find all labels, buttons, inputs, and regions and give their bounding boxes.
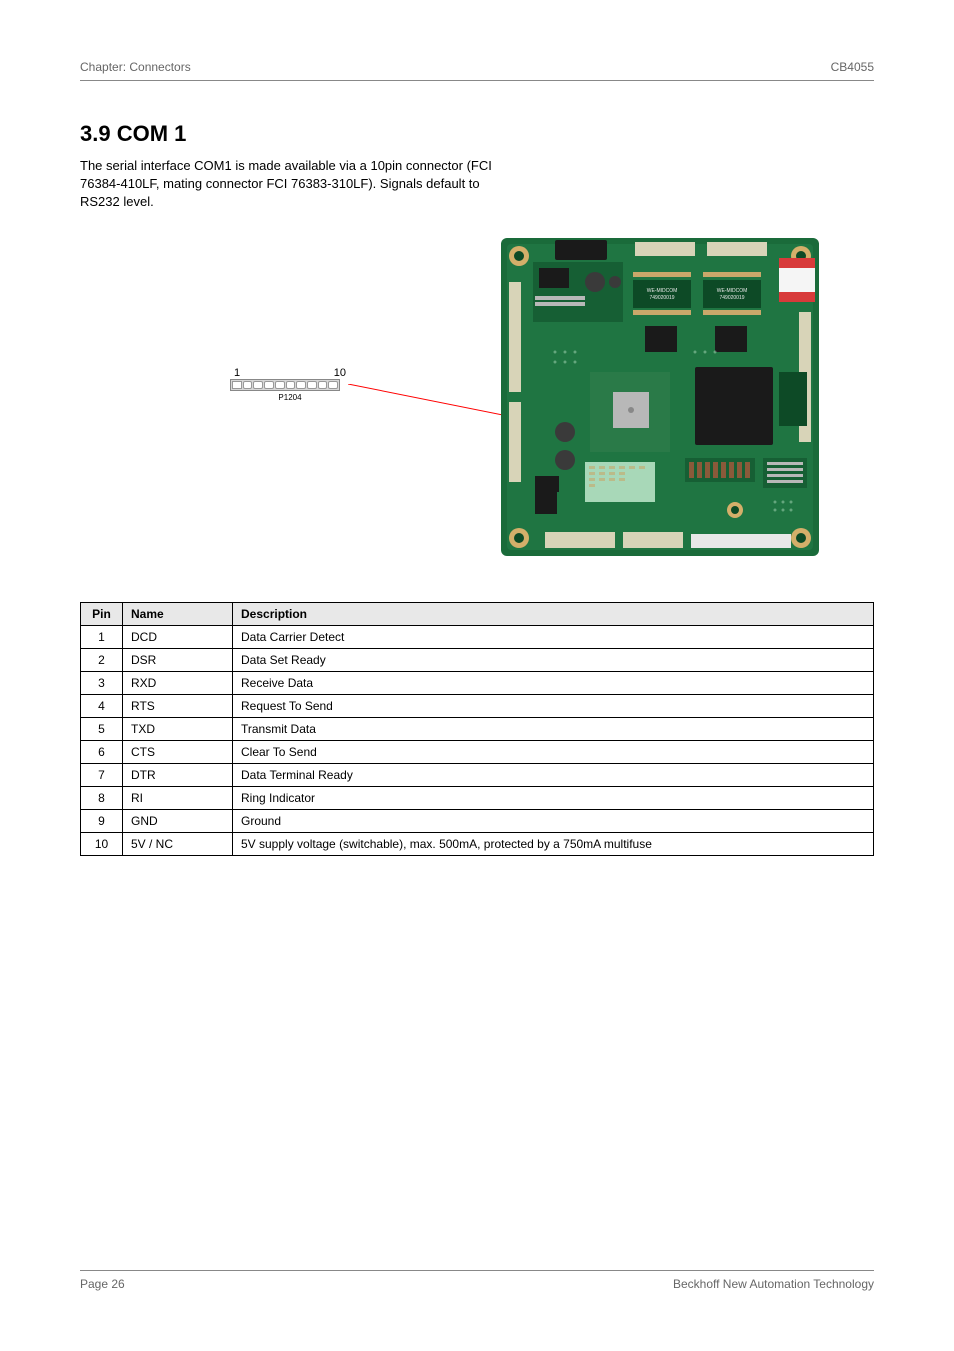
cell-name: 5V / NC [123, 832, 233, 855]
table-row: 9GNDGround [81, 809, 874, 832]
pin-hole [275, 381, 285, 389]
cell-desc: Data Terminal Ready [233, 763, 874, 786]
pin-hole [264, 381, 274, 389]
table-row: 1DCDData Carrier Detect [81, 625, 874, 648]
connector-ref: P1204 [230, 393, 350, 402]
cell-desc: Ground [233, 809, 874, 832]
table-row: 3RXDReceive Data [81, 671, 874, 694]
cell-pin: 9 [81, 809, 123, 832]
pinout-table: Pin Name Description 1DCDData Carrier De… [80, 602, 874, 856]
pin-end-label: 10 [334, 367, 346, 379]
pin-hole [296, 381, 306, 389]
cell-pin: 7 [81, 763, 123, 786]
footer-right: Beckhoff New Automation Technology [673, 1277, 874, 1291]
pin-hole [318, 381, 328, 389]
cell-name: RTS [123, 694, 233, 717]
cell-pin: 8 [81, 786, 123, 809]
cell-desc: Ring Indicator [233, 786, 874, 809]
cell-desc: Receive Data [233, 671, 874, 694]
pin-hole [307, 381, 317, 389]
cell-desc: Transmit Data [233, 717, 874, 740]
cell-desc: Request To Send [233, 694, 874, 717]
page-footer: Page 26 Beckhoff New Automation Technolo… [80, 1270, 874, 1291]
cell-name: DCD [123, 625, 233, 648]
cell-pin: 4 [81, 694, 123, 717]
table-row: 7DTRData Terminal Ready [81, 763, 874, 786]
cell-desc: Clear To Send [233, 740, 874, 763]
cell-name: RXD [123, 671, 233, 694]
pin-strip [230, 379, 340, 391]
cell-name: DTR [123, 763, 233, 786]
pcb-board-image: WE-MIDCOM 749020019 WE-MIDCOM 749020019 [495, 232, 825, 562]
cell-pin: 1 [81, 625, 123, 648]
header-left: Chapter: Connectors [80, 60, 191, 74]
pin-hole [243, 381, 253, 389]
cell-pin: 2 [81, 648, 123, 671]
connector-diagram: 1 10 P1204 [230, 367, 350, 402]
th-desc: Description [233, 602, 874, 625]
table-row: 2DSRData Set Ready [81, 648, 874, 671]
cell-pin: 5 [81, 717, 123, 740]
footer-left: Page 26 [80, 1277, 125, 1291]
header-rule [80, 80, 874, 81]
header-right: CB4055 [831, 60, 874, 74]
svg-text:749020019: 749020019 [649, 295, 674, 301]
cell-desc: Data Carrier Detect [233, 625, 874, 648]
table-row: 4RTSRequest To Send [81, 694, 874, 717]
figure-row: 1 10 P1204 [80, 232, 874, 562]
cell-pin: 3 [81, 671, 123, 694]
pin-hole [232, 381, 242, 389]
section-description: The serial interface COM1 is made availa… [80, 157, 520, 212]
pin-hole [328, 381, 338, 389]
table-row: 8RIRing Indicator [81, 786, 874, 809]
svg-text:749020019: 749020019 [719, 295, 744, 301]
cell-pin: 10 [81, 832, 123, 855]
cell-desc: Data Set Ready [233, 648, 874, 671]
cell-desc: 5V supply voltage (switchable), max. 500… [233, 832, 874, 855]
svg-text:WE-MIDCOM: WE-MIDCOM [717, 288, 748, 294]
pin-hole [253, 381, 263, 389]
table-row: 105V / NC5V supply voltage (switchable),… [81, 832, 874, 855]
svg-text:WE-MIDCOM: WE-MIDCOM [647, 288, 678, 294]
section-title: 3.9 COM 1 [80, 121, 874, 147]
cell-name: GND [123, 809, 233, 832]
table-row: 5TXDTransmit Data [81, 717, 874, 740]
th-pin: Pin [81, 602, 123, 625]
pin-start-label: 1 [234, 367, 240, 379]
th-name: Name [123, 602, 233, 625]
table-row: 6CTSClear To Send [81, 740, 874, 763]
table-header-row: Pin Name Description [81, 602, 874, 625]
footer-rule [80, 1270, 874, 1271]
page-header: Chapter: Connectors CB4055 [80, 60, 874, 80]
pin-hole [286, 381, 296, 389]
cell-pin: 6 [81, 740, 123, 763]
pin-number-labels: 1 10 [230, 367, 350, 379]
cell-name: TXD [123, 717, 233, 740]
cell-name: RI [123, 786, 233, 809]
cell-name: DSR [123, 648, 233, 671]
cell-name: CTS [123, 740, 233, 763]
